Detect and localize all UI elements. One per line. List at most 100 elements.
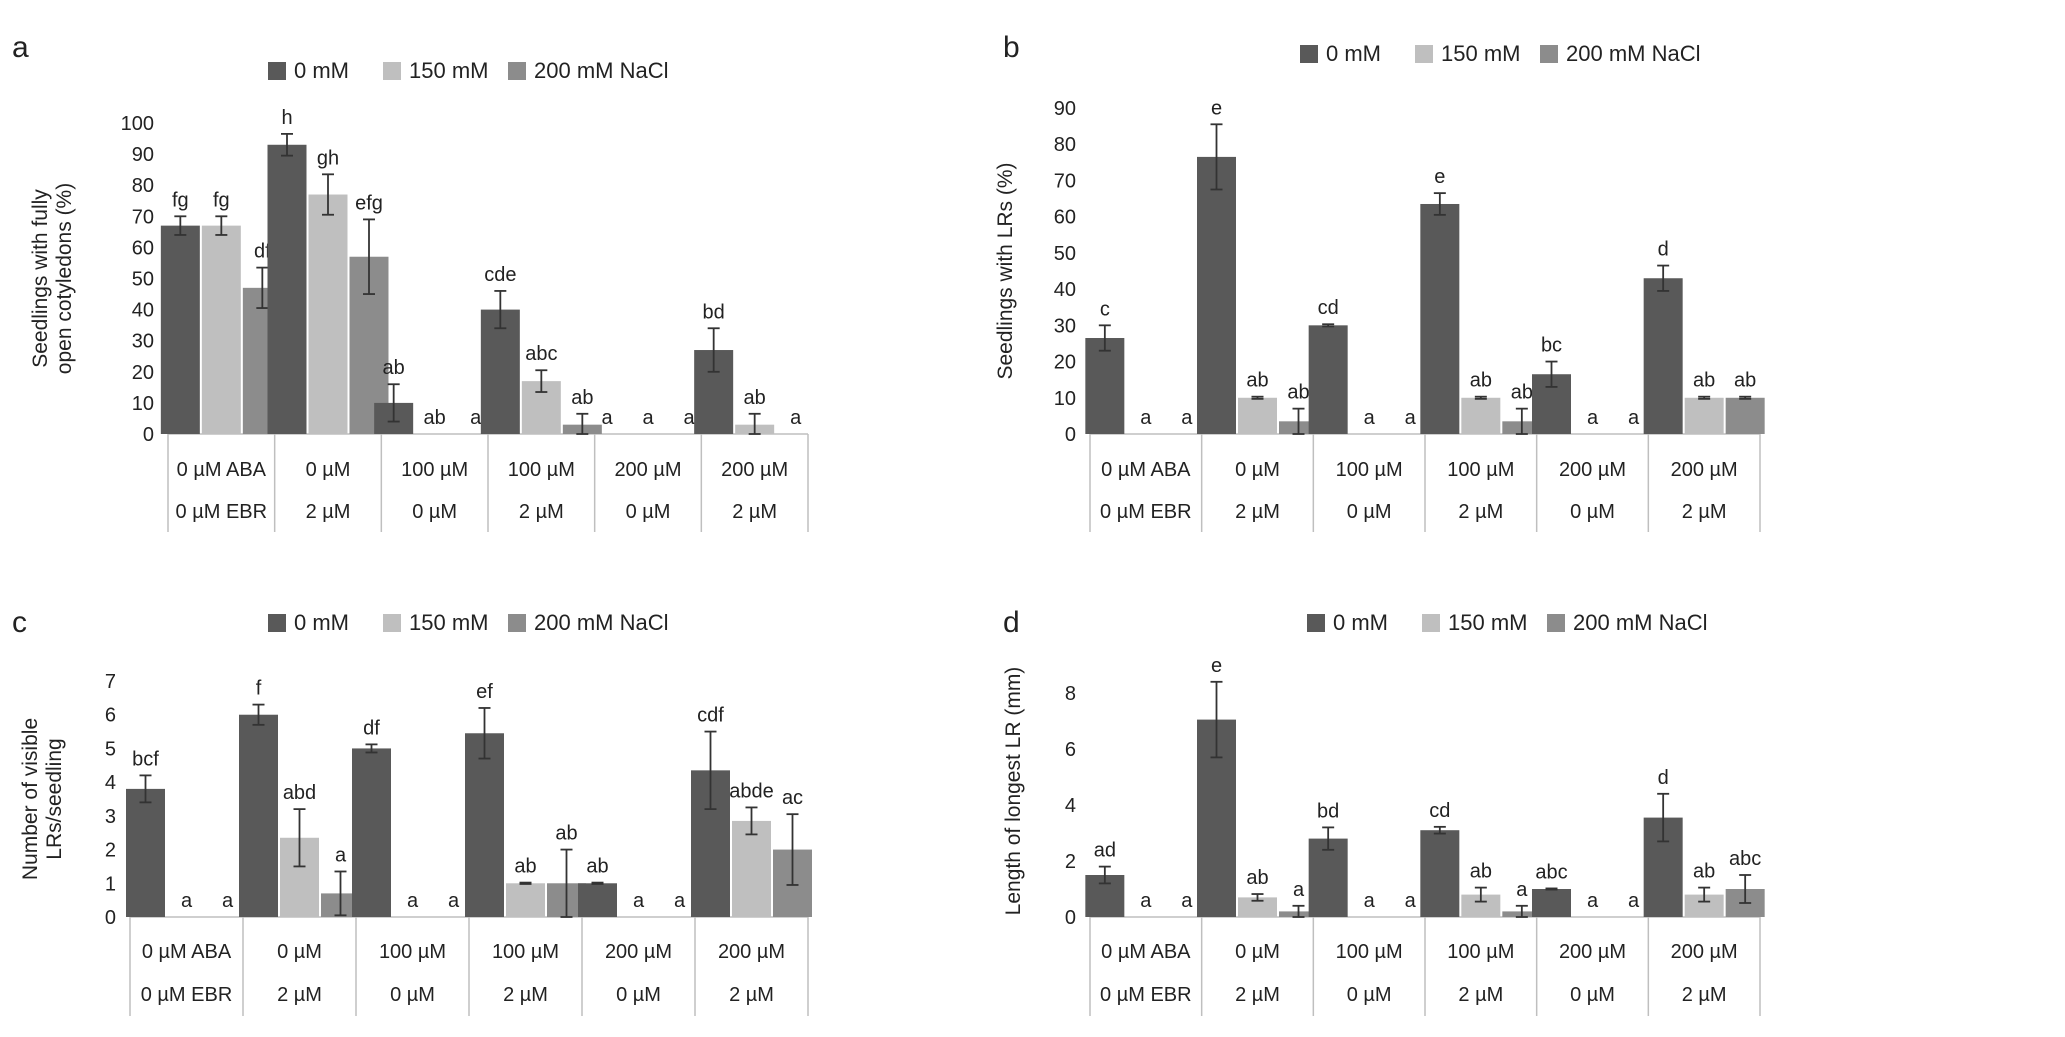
x-category-label: 200 µM: [718, 941, 785, 963]
bar: [465, 733, 504, 917]
significance-letter: e: [1211, 97, 1222, 119]
x-category-label: 0 µM: [306, 459, 351, 481]
legend-swatch: [268, 62, 286, 80]
significance-letter: d: [1658, 239, 1669, 261]
bar: [239, 714, 278, 917]
significance-letter: a: [1181, 407, 1193, 429]
significance-letter: ab: [1511, 382, 1533, 404]
significance-letter: a: [1516, 879, 1528, 901]
chart-panel-c: c 0 mM 150 mM 200 mM NaCl 0 1 2 3 4 5 6 7 Number of …: [12, 606, 812, 1016]
x-category-label-2: 0 µM: [1347, 501, 1392, 523]
y-tick-label: 0: [1065, 907, 1076, 929]
significance-letter: ad: [1094, 840, 1116, 862]
y-axis-label: Seedlings with fullyopen cotyledons (%): [29, 183, 76, 374]
bar: [1532, 889, 1571, 917]
y-tick-label: 70: [132, 206, 154, 228]
significance-letter: abc: [525, 343, 557, 365]
bar: [201, 225, 241, 434]
bar: [1684, 397, 1724, 434]
y-axis-label-line: Number of visible: [19, 718, 42, 880]
x-category-label: 100 µM: [379, 941, 446, 963]
bar: [506, 883, 545, 917]
bar: [732, 820, 771, 917]
significance-letter: cd: [1429, 800, 1450, 822]
legend-label: 150 mM: [1441, 41, 1520, 66]
legend-swatch: [383, 614, 401, 632]
significance-letter: a: [601, 407, 613, 429]
y-tick-label: 5: [105, 738, 116, 760]
legend-label: 150 mM: [409, 610, 488, 635]
legend-swatch: [383, 62, 401, 80]
significance-letter: ab: [383, 357, 405, 379]
y-tick-label: 80: [1054, 134, 1076, 156]
significance-letter: a: [470, 407, 482, 429]
y-tick-label: 40: [1054, 279, 1076, 301]
bar: [1197, 156, 1236, 434]
significance-letter: cdf: [697, 705, 724, 727]
significance-letter: efg: [355, 192, 383, 214]
bar: [1420, 830, 1460, 917]
significance-letter: a: [633, 890, 645, 912]
significance-letter: a: [790, 407, 802, 429]
significance-letter: df: [363, 717, 380, 739]
x-category-label-2: 2 µM: [1682, 984, 1727, 1006]
bar: [1238, 897, 1277, 917]
x-category-label: 200 µM: [1559, 459, 1626, 481]
significance-letter: ef: [476, 681, 493, 703]
x-category-label-2: 2 µM: [503, 984, 548, 1006]
significance-letter: a: [674, 890, 686, 912]
chart-panel-d: d 0 mM 150 mM 200 mM NaCl 0 2 4 6 8 Length of lon…: [1002, 606, 1765, 1016]
significance-letter: ab: [555, 823, 577, 845]
legend-swatch: [1415, 45, 1433, 63]
y-tick-label: 1: [105, 873, 116, 895]
x-category-label: 100 µM: [492, 941, 559, 963]
y-tick-label: 20: [132, 362, 154, 384]
y-tick-label: 30: [132, 331, 154, 353]
y-tick-label: 80: [132, 175, 154, 197]
x-category-label-2: 0 µM: [616, 984, 661, 1006]
significance-letter: a: [1587, 407, 1599, 429]
x-category-label: 100 µM: [1447, 941, 1514, 963]
bar: [160, 225, 200, 434]
significance-letter: abd: [283, 782, 316, 804]
y-tick-label: 100: [121, 113, 154, 135]
y-tick-label: 60: [1054, 207, 1076, 229]
x-category-label: 100 µM: [401, 459, 468, 481]
significance-letter: ac: [782, 787, 803, 809]
x-category-label-2: 0 µM: [1570, 501, 1615, 523]
x-category-label-2: 2 µM: [729, 984, 774, 1006]
legend-label: 150 mM: [409, 58, 488, 83]
legend-label: 200 mM NaCl: [1566, 41, 1700, 66]
x-category-label-2: 2 µM: [1682, 501, 1727, 523]
panel-letter: d: [1003, 606, 1020, 639]
x-category-label-2: 2 µM: [306, 501, 351, 523]
legend-swatch: [1547, 614, 1565, 632]
y-tick-label: 30: [1054, 315, 1076, 337]
y-tick-label: 50: [1054, 243, 1076, 265]
x-category-label-2: 2 µM: [732, 501, 777, 523]
x-category-label: 0 µM ABA: [142, 941, 232, 963]
x-category-label-2: 0 µM: [626, 501, 671, 523]
bar: [1643, 278, 1683, 434]
legend-swatch: [508, 62, 526, 80]
legend-swatch: [1307, 614, 1325, 632]
significance-letter: abde: [729, 780, 774, 802]
x-category-label-2: 2 µM: [1458, 984, 1503, 1006]
bar: [1420, 203, 1460, 434]
x-category-label: 100 µM: [1336, 941, 1403, 963]
significance-letter: abc: [1535, 861, 1567, 883]
significance-letter: a: [1181, 890, 1193, 912]
legend-swatch: [1540, 45, 1558, 63]
significance-letter: ab: [1693, 861, 1715, 883]
y-axis-label: Number of visibleLRs/seedling: [19, 718, 66, 880]
x-category-label-2: 0 µM: [1570, 984, 1615, 1006]
y-tick-label: 0: [143, 424, 154, 446]
x-category-label-2: 0 µM EBR: [1100, 984, 1192, 1006]
chart-panel-a: a 0 mM 150 mM 200 mM NaCl 0 10 20 30 40 50 60 70 80 9…: [12, 31, 809, 532]
y-tick-label: 2: [105, 840, 116, 862]
significance-letter: cde: [484, 264, 516, 286]
x-category-label: 200 µM: [1671, 459, 1738, 481]
x-category-label: 200 µM: [614, 459, 681, 481]
y-tick-label: 10: [1054, 388, 1076, 410]
